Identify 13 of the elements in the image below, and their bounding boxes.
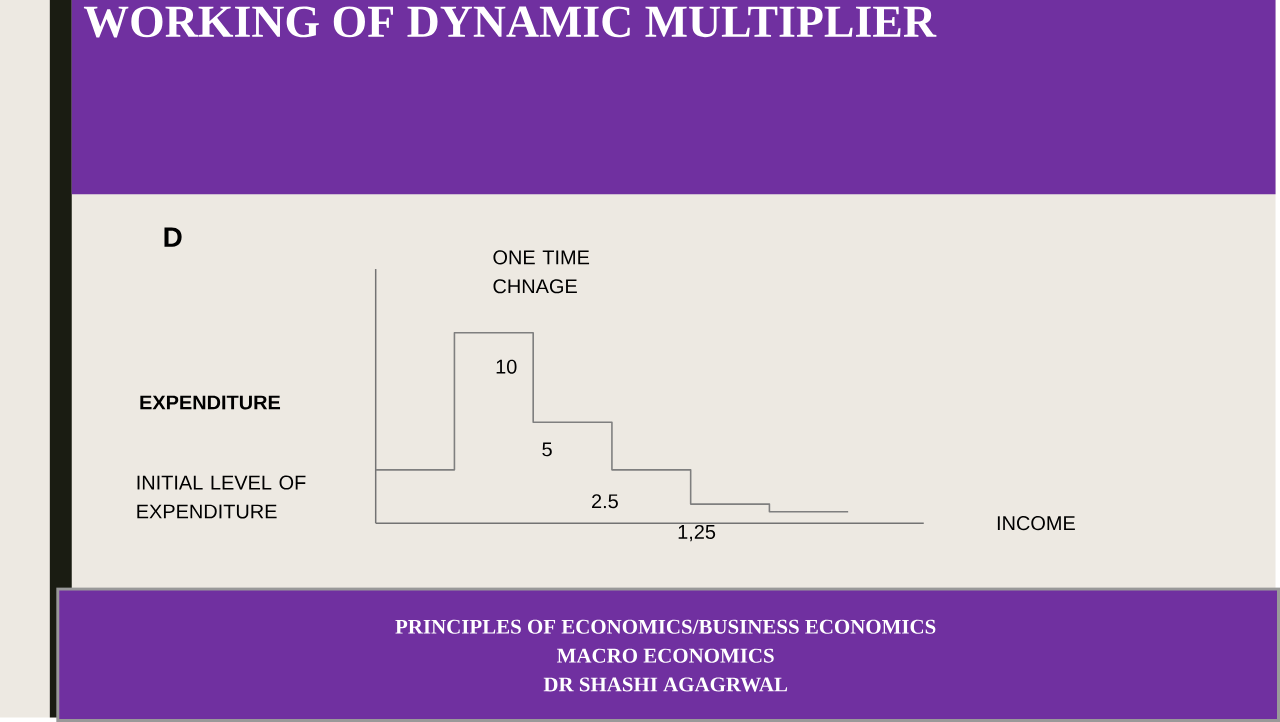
text: DR SHASHI AGAGRWAL: [543, 677, 788, 692]
annotation: 10: [496, 359, 517, 374]
text: ONE TIME CHNAGE: [493, 250, 590, 294]
text: D: [164, 227, 182, 247]
annotation: 2.5: [592, 494, 618, 509]
annotation: 5: [542, 442, 552, 457]
chart-title: WORKING OF DYNAMIC MULTIPLIER: [83, 6, 937, 38]
text: 1,25: [678, 524, 716, 542]
text: MACRO ECONOMICS: [557, 648, 774, 663]
text: PRINCIPLES OF ECONOMICS/BUSINESS ECONOMICS: [395, 619, 936, 634]
y-axis-title: EXPENDITURE: [140, 395, 281, 410]
x-axis-title: INCOME: [997, 516, 1075, 531]
text: INITIAL LEVEL OF EXPENDITURE: [137, 475, 306, 519]
